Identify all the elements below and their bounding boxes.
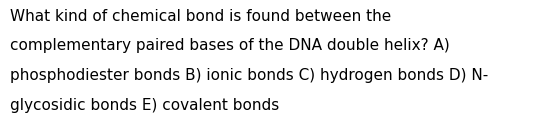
Text: glycosidic bonds E) covalent bonds: glycosidic bonds E) covalent bonds <box>10 98 280 113</box>
Text: phosphodiester bonds B) ionic bonds C) hydrogen bonds D) N-: phosphodiester bonds B) ionic bonds C) h… <box>10 68 488 83</box>
Text: What kind of chemical bond is found between the: What kind of chemical bond is found betw… <box>10 9 391 24</box>
Text: complementary paired bases of the DNA double helix? A): complementary paired bases of the DNA do… <box>10 38 450 53</box>
